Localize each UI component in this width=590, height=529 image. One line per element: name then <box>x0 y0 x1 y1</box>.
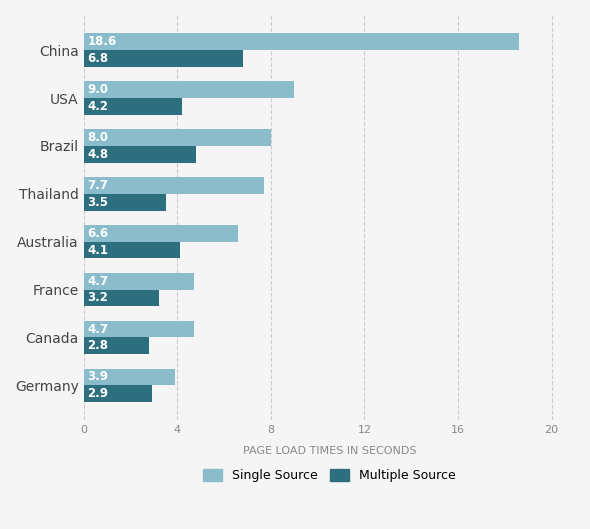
Bar <box>84 129 271 146</box>
Text: 18.6: 18.6 <box>87 35 116 48</box>
Bar <box>84 177 264 194</box>
Bar <box>84 289 159 306</box>
Text: 8.0: 8.0 <box>87 131 108 144</box>
X-axis label: PAGE LOAD TIMES IN SECONDS: PAGE LOAD TIMES IN SECONDS <box>242 446 416 457</box>
Text: 3.2: 3.2 <box>87 291 108 304</box>
Text: 4.7: 4.7 <box>87 323 108 335</box>
Text: 3.5: 3.5 <box>87 196 108 208</box>
Bar <box>84 146 196 163</box>
Bar <box>84 321 194 338</box>
Bar <box>84 98 182 115</box>
Bar <box>84 50 243 67</box>
Bar <box>84 81 294 98</box>
Bar <box>84 385 152 402</box>
Bar <box>84 338 149 354</box>
Text: 4.1: 4.1 <box>87 243 108 257</box>
Legend: Single Source, Multiple Source: Single Source, Multiple Source <box>198 464 461 487</box>
Bar <box>84 242 179 259</box>
Bar <box>84 194 166 211</box>
Text: 4.2: 4.2 <box>87 100 108 113</box>
Text: 2.8: 2.8 <box>87 339 108 352</box>
Bar <box>84 225 238 242</box>
Bar <box>84 273 194 289</box>
Bar <box>84 33 519 50</box>
Text: 4.7: 4.7 <box>87 275 108 288</box>
Text: 9.0: 9.0 <box>87 83 108 96</box>
Bar <box>84 369 175 385</box>
Text: 6.6: 6.6 <box>87 227 109 240</box>
Text: 3.9: 3.9 <box>87 370 108 384</box>
Text: 4.8: 4.8 <box>87 148 109 161</box>
Text: 6.8: 6.8 <box>87 52 109 65</box>
Text: 7.7: 7.7 <box>87 179 108 192</box>
Text: 2.9: 2.9 <box>87 387 108 400</box>
